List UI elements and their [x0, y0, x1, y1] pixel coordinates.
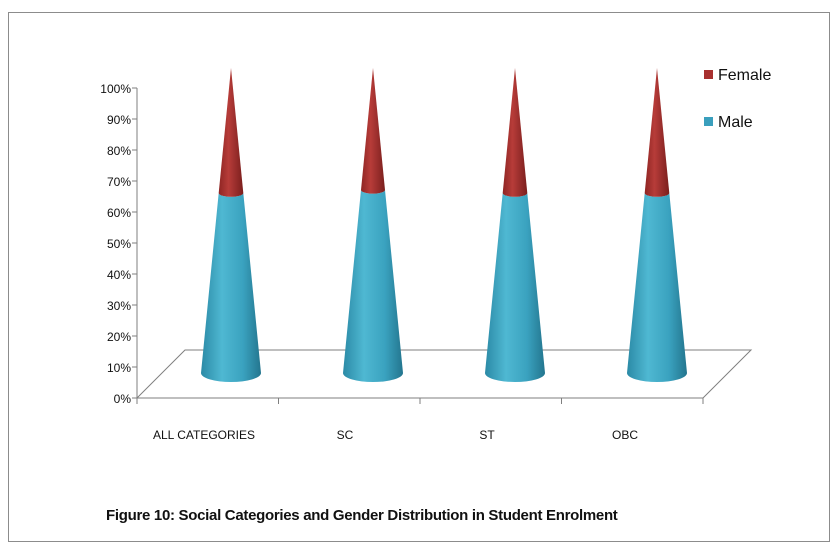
y-tick-label: 40%: [107, 268, 131, 282]
legend-swatch-male: [704, 117, 713, 126]
y-tick-label: 10%: [107, 361, 131, 375]
cone-segment-female: [218, 68, 244, 197]
cone-segment-male: [201, 193, 261, 382]
y-tick-label: 80%: [107, 144, 131, 158]
cone-segment-female: [644, 68, 670, 197]
legend-swatch-female: [704, 70, 713, 79]
y-tick-label: 0%: [114, 392, 132, 406]
cone-segment-male: [627, 193, 687, 382]
y-tick-label: 70%: [107, 175, 131, 189]
y-tick-label: 60%: [107, 206, 131, 220]
x-category-label: OBC: [612, 428, 638, 442]
figure-caption: Figure 10: Social Categories and Gender …: [106, 507, 618, 524]
chart-floor: [135, 349, 753, 399]
cone-segment-male: [343, 190, 403, 382]
legend-label-male: Male: [718, 114, 753, 131]
cone-segment-male: [485, 193, 545, 382]
x-category-label: SC: [337, 428, 354, 442]
x-category-label: ST: [479, 428, 495, 442]
y-tick-label: 30%: [107, 299, 131, 313]
cone-segment-female: [502, 68, 528, 197]
x-category-label: ALL CATEGORIES: [153, 428, 255, 442]
y-tick-label: 50%: [107, 237, 131, 251]
y-tick-label: 20%: [107, 330, 131, 344]
y-tick-label: 90%: [107, 113, 131, 127]
y-tick-label: 100%: [100, 82, 131, 96]
cone-segment-female: [361, 68, 386, 194]
legend-label-female: Female: [718, 67, 771, 84]
